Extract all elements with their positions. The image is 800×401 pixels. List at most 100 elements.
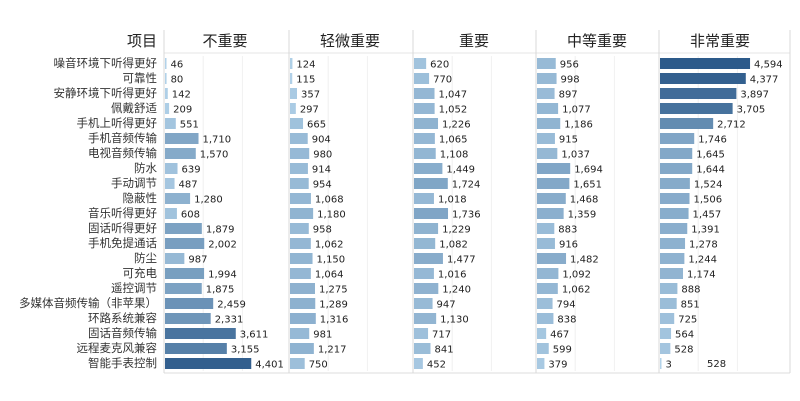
data-label: 981 bbox=[313, 330, 332, 341]
data-label: 487 bbox=[179, 180, 198, 191]
bar bbox=[290, 163, 308, 174]
bar bbox=[414, 313, 437, 324]
panel-header: 非常重要 bbox=[690, 32, 750, 50]
data-label: 956 bbox=[560, 60, 579, 71]
bar bbox=[414, 73, 430, 84]
data-label: 620 bbox=[430, 60, 449, 71]
row-label: 环路系统兼容 bbox=[88, 311, 157, 325]
data-label: 665 bbox=[307, 120, 326, 131]
data-label: 4,594 bbox=[754, 60, 783, 71]
data-label: 1,570 bbox=[200, 150, 229, 161]
data-label: 1,644 bbox=[696, 165, 725, 176]
bar bbox=[290, 268, 311, 279]
grid-lines bbox=[163, 30, 791, 374]
bar bbox=[290, 358, 305, 369]
data-label: 1,037 bbox=[561, 150, 590, 161]
bar bbox=[290, 193, 311, 204]
data-label: 947 bbox=[437, 300, 456, 311]
bar bbox=[290, 238, 311, 249]
row-label: 手机免提通话 bbox=[88, 236, 157, 250]
bar bbox=[290, 283, 315, 294]
data-label: 3,155 bbox=[231, 345, 260, 356]
panel-header: 重要 bbox=[459, 32, 489, 50]
bar bbox=[290, 88, 297, 99]
data-label: 142 bbox=[172, 90, 191, 101]
row-label: 安静环境下听得更好 bbox=[54, 86, 158, 100]
bar bbox=[537, 163, 571, 174]
bar bbox=[165, 103, 170, 114]
data-label: 467 bbox=[550, 330, 569, 341]
bar bbox=[537, 298, 553, 309]
bar bbox=[660, 148, 693, 159]
data-label: 1,477 bbox=[447, 255, 476, 266]
bar bbox=[290, 178, 309, 189]
data-label: 1,062 bbox=[562, 285, 591, 296]
data-label: 1,468 bbox=[570, 195, 599, 206]
data-label: 3,897 bbox=[740, 90, 769, 101]
bar bbox=[660, 73, 746, 84]
data-label: 357 bbox=[301, 90, 320, 101]
data-label: 897 bbox=[559, 90, 578, 101]
data-label: 3 bbox=[666, 360, 672, 371]
bar bbox=[414, 103, 435, 114]
data-label: 915 bbox=[559, 135, 578, 146]
bar bbox=[290, 118, 304, 129]
data-label: 954 bbox=[313, 180, 332, 191]
data-label: 838 bbox=[557, 315, 576, 326]
bar bbox=[660, 343, 671, 354]
bar bbox=[660, 163, 693, 174]
bar bbox=[290, 313, 316, 324]
bar bbox=[414, 283, 439, 294]
row-labels: 噪音环境下听得更好可靠性安静环境下听得更好佩戴舒适手机上听得更好手机音频传输电视… bbox=[19, 56, 157, 370]
data-label: 452 bbox=[427, 360, 446, 371]
data-label: 1,879 bbox=[206, 225, 235, 236]
bar bbox=[660, 328, 672, 339]
data-label: 1,068 bbox=[315, 195, 344, 206]
bar bbox=[660, 223, 688, 234]
bar bbox=[290, 73, 293, 84]
data-label: 1,150 bbox=[317, 255, 346, 266]
bar bbox=[537, 118, 561, 129]
row-label: 可充电 bbox=[123, 266, 158, 280]
row-label: 电视音频传输 bbox=[88, 146, 157, 160]
data-label: 1,316 bbox=[320, 315, 349, 326]
data-label: 2,002 bbox=[208, 240, 237, 251]
bar bbox=[660, 298, 677, 309]
bar bbox=[165, 58, 167, 69]
bar bbox=[414, 148, 436, 159]
panel-3: 中等重要 956 998 897 1,077 1,186 915 1,037 1,694 1,65… bbox=[537, 32, 627, 371]
bar bbox=[414, 133, 435, 144]
data-label: 1,275 bbox=[319, 285, 348, 296]
data-label: 794 bbox=[557, 300, 576, 311]
bar bbox=[290, 148, 310, 159]
data-label: 916 bbox=[559, 240, 578, 251]
data-label: 1,092 bbox=[562, 270, 591, 281]
data-label: 888 bbox=[681, 285, 700, 296]
panel-0: 不重要 46 80 142 209 551 1,710 1,570 639 487 1,280 608… bbox=[165, 32, 284, 371]
data-label: 4,401 bbox=[255, 360, 284, 371]
panel-header: 轻微重要 bbox=[320, 32, 380, 50]
bar bbox=[537, 208, 564, 219]
bar bbox=[414, 163, 443, 174]
data-label: 1,524 bbox=[694, 180, 723, 191]
bar bbox=[165, 343, 227, 354]
bar bbox=[290, 223, 309, 234]
bar bbox=[537, 313, 554, 324]
bar bbox=[537, 328, 547, 339]
data-label: 1,180 bbox=[317, 210, 346, 221]
data-label: 1,449 bbox=[446, 165, 475, 176]
data-label: 46 bbox=[171, 60, 184, 71]
data-label: 914 bbox=[312, 165, 331, 176]
bar bbox=[537, 178, 570, 189]
data-label: 80 bbox=[171, 75, 184, 86]
data-label: 1,226 bbox=[442, 120, 471, 131]
data-label: 1,108 bbox=[440, 150, 469, 161]
bar bbox=[660, 313, 675, 324]
data-label: 1,651 bbox=[573, 180, 602, 191]
panel-1: 轻微重要 124 115 357 297 665 904 980 914 954 1,068 1,18… bbox=[290, 32, 380, 371]
row-label: 防水 bbox=[134, 161, 157, 175]
data-label: 987 bbox=[188, 255, 207, 266]
data-label: 1,016 bbox=[438, 270, 467, 281]
bar bbox=[165, 133, 199, 144]
bar bbox=[165, 283, 202, 294]
